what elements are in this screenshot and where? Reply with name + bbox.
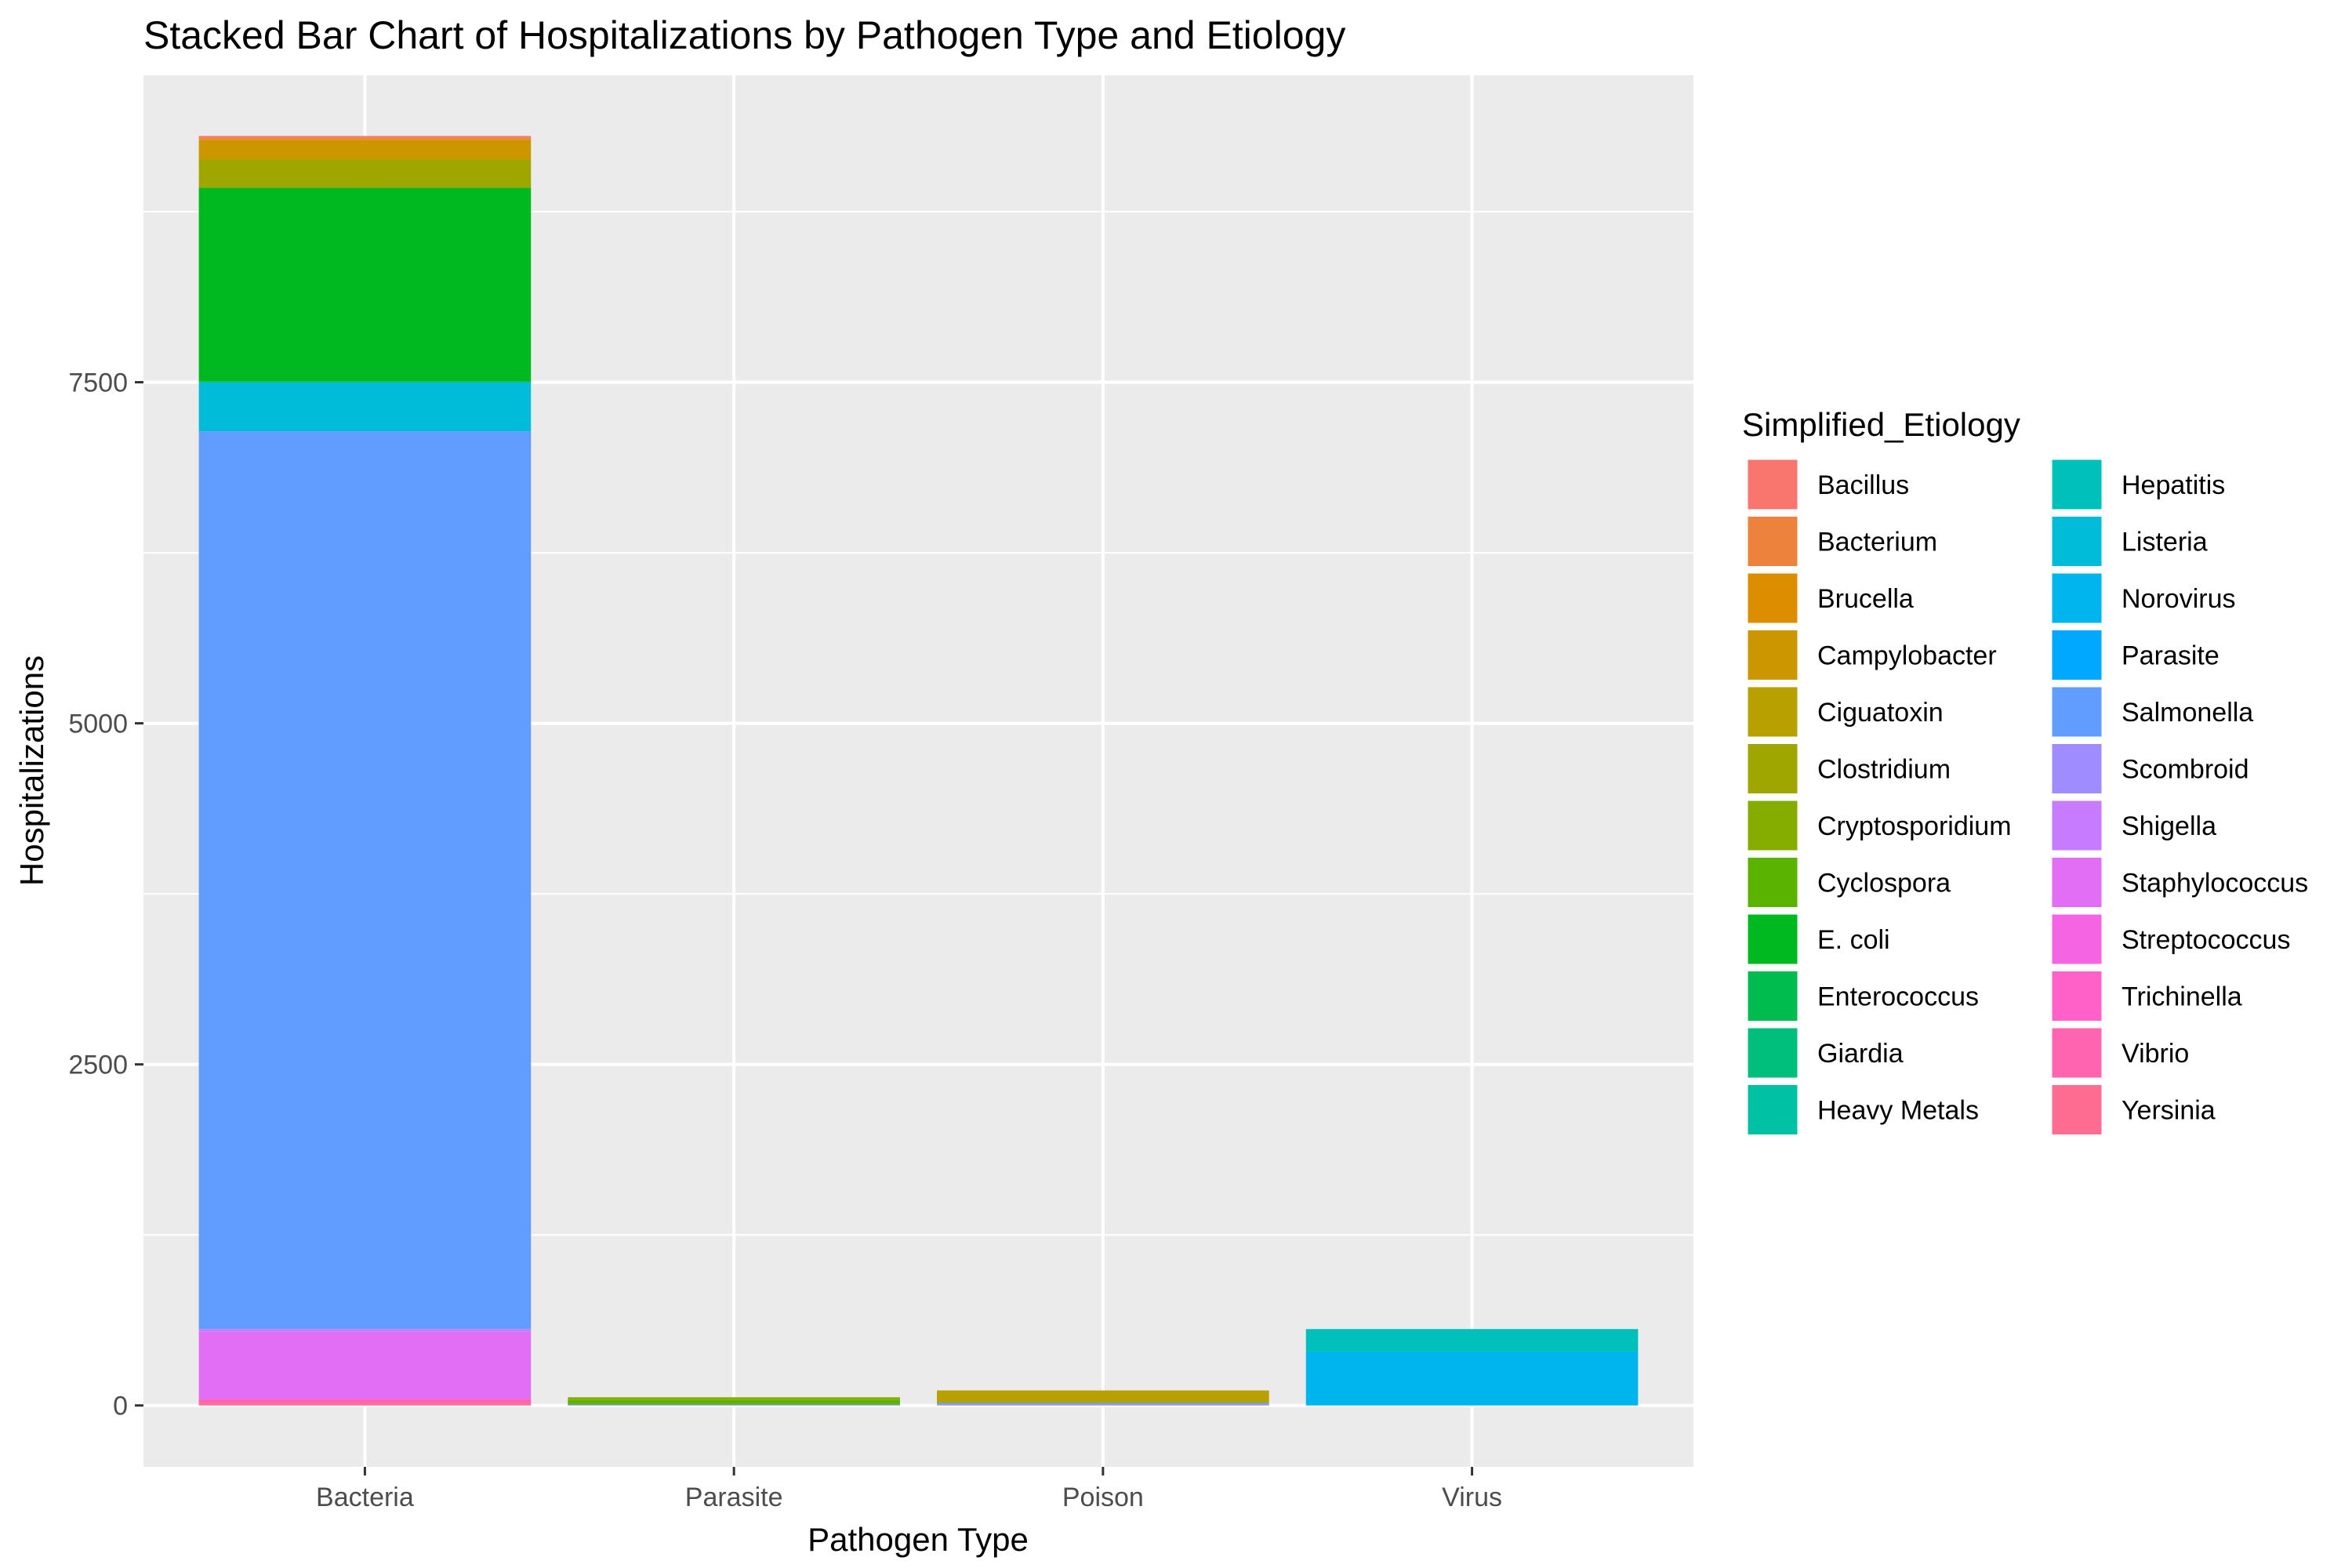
bar-segment-virus-hepatitis [1305, 1329, 1639, 1352]
legend-key [2049, 1083, 2104, 1137]
legend-label: Staphylococcus [2122, 869, 2308, 898]
y-axis: 0 2500 5000 7500 [68, 368, 143, 1421]
legend-key [2049, 742, 2104, 796]
y-tick-label: 2500 [68, 1051, 128, 1080]
y-tick-label: 0 [113, 1392, 128, 1421]
legend-key [1745, 742, 1800, 796]
bar-segment-parasite-trichinella [568, 1404, 900, 1406]
y-axis-title: Hospitalizations [13, 655, 50, 886]
legend-label: Ciguatoxin [1817, 698, 1944, 728]
bar-segment-bacteria-clostridium [198, 159, 532, 188]
legend-label: Bacillus [1817, 470, 1909, 500]
bar-segment-bacteria-staphylococcus [198, 1331, 532, 1399]
legend-label: Enterococcus [1817, 982, 1979, 1012]
legend-key [1745, 457, 1800, 512]
legend-key [2049, 457, 2104, 512]
bar-segment-parasite-cryptosporidium [568, 1397, 900, 1400]
x-axis-title: Pathogen Type [808, 1521, 1029, 1558]
bar-segment-bacteria-salmonella [198, 431, 532, 1330]
legend-key [1745, 912, 1800, 967]
legend-label: Trichinella [2122, 982, 2242, 1012]
bar-segment-parasite-cyclospora [568, 1399, 900, 1404]
legend-label: Cyclospora [1817, 869, 1951, 898]
legend-label: Norovirus [2122, 584, 2235, 614]
legend-key [1745, 798, 1800, 853]
x-tick-label: Bacteria [316, 1483, 414, 1512]
bar-segment-poison-scombroid [937, 1403, 1269, 1406]
legend-key [1745, 1083, 1800, 1137]
legend-key [2049, 514, 2104, 568]
legend-key [1745, 514, 1800, 568]
legend-key [1745, 855, 1800, 909]
legend-label: Giardia [1817, 1039, 1904, 1069]
legend-title: Simplified_Etiology [1742, 406, 2020, 443]
legend-key [2049, 855, 2104, 909]
legend-label: Bacterium [1817, 528, 1937, 557]
legend-key [1745, 969, 1800, 1023]
bar-segment-bacteria-bacterium [198, 137, 532, 140]
legend-key [2049, 684, 2104, 739]
legend-label: Yersinia [2122, 1096, 2216, 1126]
bar-segment-virus-norovirus [1305, 1351, 1639, 1406]
bar-segment-poison-ciguatoxin [937, 1390, 1269, 1403]
bar-segment-bacteria-enterococcus [198, 381, 532, 383]
legend-label: Campylobacter [1817, 641, 1997, 671]
legend-key [2049, 571, 2104, 626]
bar-segment-bacteria-campylobacter [198, 140, 532, 160]
bar-segment-bacteria-yersinia [198, 1403, 532, 1406]
legend-key [1745, 571, 1800, 626]
chart-title: Stacked Bar Chart of Hospitalizations by… [143, 13, 1345, 57]
legend-key [2049, 628, 2104, 682]
legend-label: Scombroid [2122, 755, 2249, 785]
legend-label: Clostridium [1817, 755, 1951, 785]
legend-label: Listeria [2122, 528, 2208, 557]
legend-label: Cryptosporidium [1817, 811, 2012, 841]
x-axis: Bacteria Parasite Poison Virus [316, 1467, 1502, 1512]
x-tick-label: Parasite [685, 1483, 783, 1512]
legend-key [2049, 912, 2104, 967]
legend-key [1745, 684, 1800, 739]
legend-key [2049, 798, 2104, 853]
bar-segment-bacteria-e-coli [198, 187, 532, 382]
x-tick-label: Poison [1062, 1483, 1144, 1512]
legend: Simplified_Etiology Bacillus Bacterium Bru… [1742, 406, 2308, 1137]
legend-key [1745, 1025, 1800, 1080]
bar-segment-bacteria-listeria [198, 382, 532, 432]
legend-label: Heavy Metals [1817, 1096, 1979, 1126]
legend-label: Hepatitis [2122, 470, 2225, 500]
legend-label: Vibrio [2122, 1039, 2189, 1069]
bar-segment-bacteria-shigella [198, 1329, 532, 1332]
legend-label: Parasite [2122, 641, 2220, 671]
legend-key [2049, 969, 2104, 1023]
bar-segment-bacteria-vibrio [198, 1399, 532, 1404]
legend-label: Salmonella [2122, 698, 2253, 728]
legend-key [1745, 628, 1800, 682]
legend-key [2049, 1025, 2104, 1080]
bar-segment-bacteria-bacillus [198, 136, 532, 138]
bar-segment-parasite-giardia [568, 1403, 900, 1405]
x-tick-label: Virus [1442, 1483, 1502, 1512]
bars [198, 136, 1639, 1406]
y-tick-label: 7500 [68, 368, 128, 398]
legend-label: E. coli [1817, 925, 1890, 955]
y-tick-label: 5000 [68, 710, 128, 739]
legend-label: Shigella [2122, 811, 2216, 841]
legend-label: Streptococcus [2122, 925, 2290, 955]
legend-label: Brucella [1817, 584, 1914, 614]
